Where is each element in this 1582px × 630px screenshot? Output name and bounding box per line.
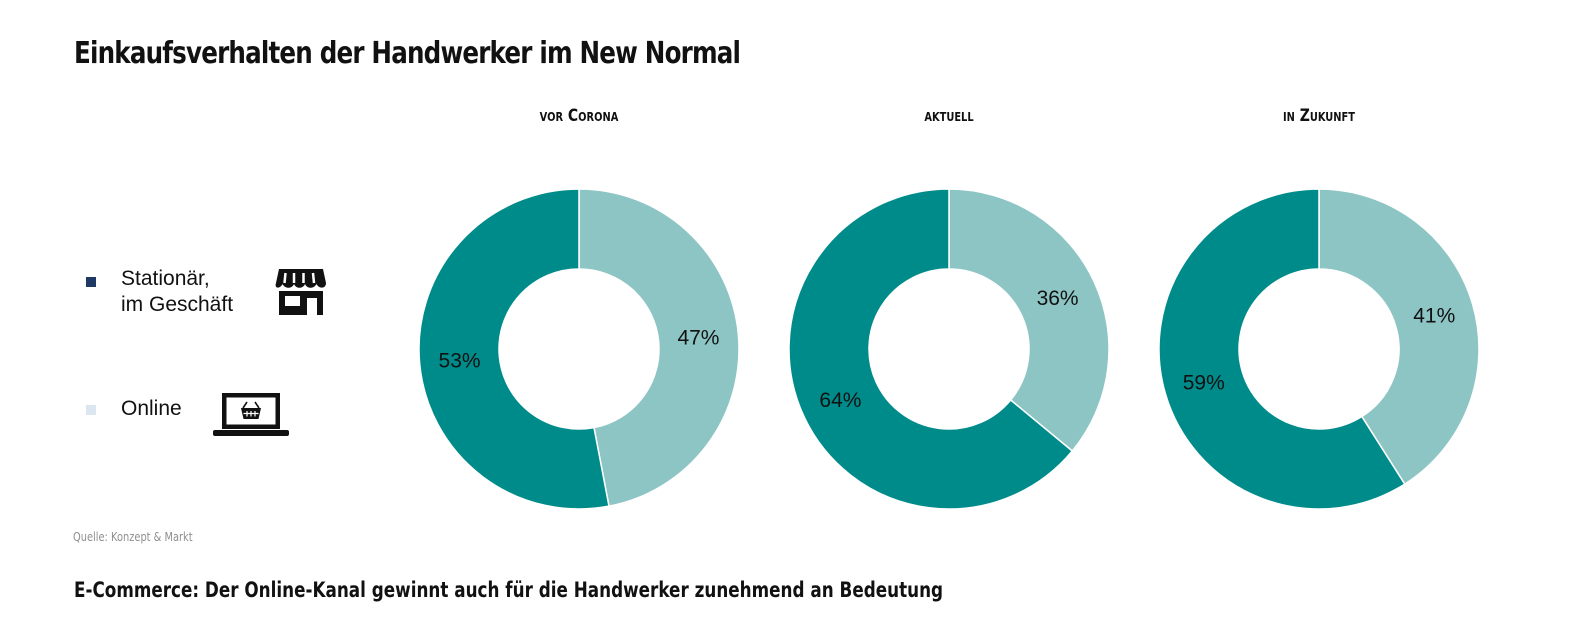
donut-1-slice-stationaer [788,188,1074,510]
donut-0-slice-online [578,188,740,508]
donut-2-label-stationaer: 59% [1183,371,1225,394]
legend-marker-online [86,405,96,415]
donut-2-slice-online [1318,188,1480,486]
page-title: Einkaufsverhalten der Handwerker im New … [74,36,741,71]
source-note: Quelle: Konzept & Markt [73,530,193,544]
donut-1-label-stationaer: 64% [819,389,861,412]
legend-marker-stationaer [86,277,96,287]
store-icon [275,269,326,315]
donut-2-slice-stationaer [1158,188,1406,510]
donut-0-slice-stationaer [418,188,610,510]
chart-title-aktuell: aktuell [924,106,974,126]
legend-label-stationaer: Stationär, im Geschäft [121,267,234,316]
chart-title-in-zukunft: in Zukunft [1283,106,1355,126]
donut-1-slice-online [948,188,1110,453]
donut-0-label-stationaer: 53% [439,349,481,372]
donut-2-label-online: 41% [1413,305,1455,328]
chart-title-vor-corona: vor Corona [539,106,619,126]
legend-label-online: Online [121,397,182,420]
donut-0-label-online: 47% [677,327,719,350]
laptop-basket-icon [213,393,289,436]
caption: E-Commerce: Der Online-Kanal gewinnt auc… [74,578,944,602]
donut-1-label-online: 36% [1037,287,1079,310]
